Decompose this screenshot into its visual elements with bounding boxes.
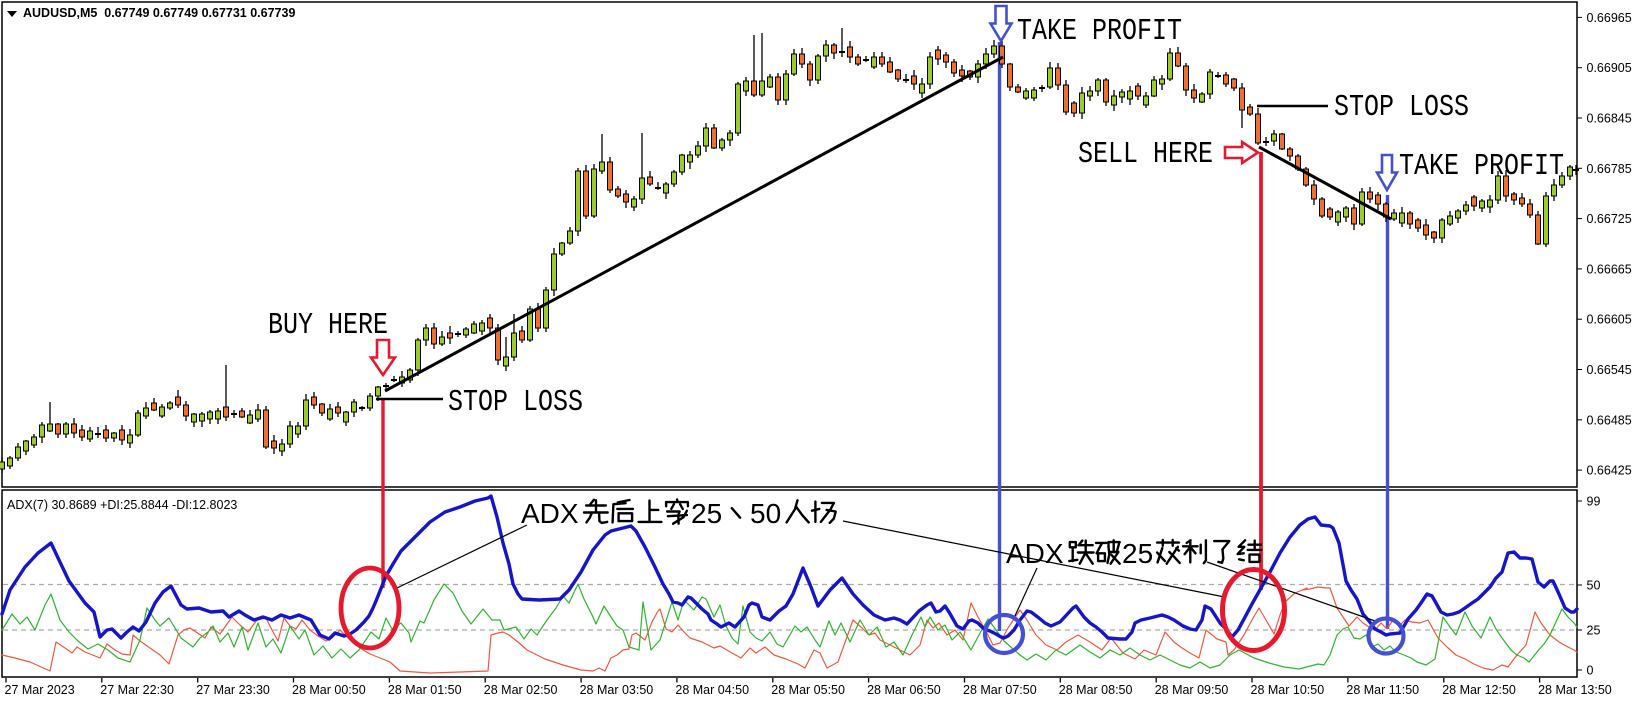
- svg-text:28 Mar 01:50: 28 Mar 01:50: [388, 683, 462, 697]
- svg-text:27 Mar 2023: 27 Mar 2023: [5, 683, 75, 697]
- svg-text:27 Mar 22:30: 27 Mar 22:30: [100, 683, 174, 697]
- svg-text:0: 0: [1587, 664, 1594, 678]
- svg-text:0.66605: 0.66605: [1587, 313, 1632, 327]
- svg-text:0.66545: 0.66545: [1587, 363, 1632, 377]
- svg-text:0.66725: 0.66725: [1587, 212, 1632, 226]
- svg-text:ADX(7) 30.8689 +DI:25.8844 -DI: ADX(7) 30.8689 +DI:25.8844 -DI:12.8023: [7, 498, 237, 512]
- svg-text:STOP LOSS: STOP LOSS: [448, 386, 583, 420]
- svg-text:ADX: ADX: [521, 498, 579, 529]
- svg-text:50: 50: [1587, 579, 1601, 593]
- svg-text:28 Mar 09:50: 28 Mar 09:50: [1155, 683, 1229, 697]
- svg-text:99: 99: [1587, 495, 1601, 509]
- svg-text:0.66425: 0.66425: [1587, 464, 1632, 478]
- svg-text:28 Mar 05:50: 28 Mar 05:50: [771, 683, 845, 697]
- svg-text:28 Mar 03:50: 28 Mar 03:50: [580, 683, 654, 697]
- svg-text:TAKE PROFIT: TAKE PROFIT: [1399, 150, 1564, 184]
- svg-text:0.66845: 0.66845: [1587, 112, 1632, 126]
- svg-text:0.66905: 0.66905: [1587, 61, 1632, 75]
- svg-text:27 Mar 23:30: 27 Mar 23:30: [196, 683, 270, 697]
- svg-text:25: 25: [691, 498, 722, 529]
- svg-text:28 Mar 00:50: 28 Mar 00:50: [292, 683, 366, 697]
- svg-text:STOP LOSS: STOP LOSS: [1334, 91, 1469, 125]
- svg-text:0.66665: 0.66665: [1587, 262, 1632, 276]
- svg-text:28 Mar 12:50: 28 Mar 12:50: [1442, 683, 1516, 697]
- svg-text:28 Mar 10:50: 28 Mar 10:50: [1251, 683, 1325, 697]
- svg-text:BUY HERE: BUY HERE: [268, 309, 388, 343]
- svg-text:28 Mar 06:50: 28 Mar 06:50: [867, 683, 941, 697]
- svg-text:25: 25: [1122, 538, 1153, 569]
- svg-text:28 Mar 13:50: 28 Mar 13:50: [1538, 683, 1612, 697]
- svg-text:25: 25: [1587, 624, 1601, 638]
- svg-text:0.66485: 0.66485: [1587, 413, 1632, 427]
- svg-text:SELL HERE: SELL HERE: [1078, 138, 1213, 172]
- svg-text:28 Mar 04:50: 28 Mar 04:50: [675, 683, 749, 697]
- svg-text:0.66965: 0.66965: [1587, 11, 1632, 25]
- svg-text:28 Mar 02:50: 28 Mar 02:50: [484, 683, 558, 697]
- svg-text:AUDUSD,M5 0.67749 0.67749 0.6: AUDUSD,M5 0.67749 0.67749 0.67731 0.6773…: [23, 6, 295, 20]
- svg-text:28 Mar 07:50: 28 Mar 07:50: [963, 683, 1037, 697]
- svg-text:ADX: ADX: [1006, 538, 1064, 569]
- svg-text:0.66785: 0.66785: [1587, 162, 1632, 176]
- svg-text:50: 50: [750, 498, 781, 529]
- svg-text:28 Mar 11:50: 28 Mar 11:50: [1346, 683, 1419, 697]
- svg-text:TAKE PROFIT: TAKE PROFIT: [1017, 15, 1182, 49]
- svg-text:28 Mar 08:50: 28 Mar 08:50: [1059, 683, 1133, 697]
